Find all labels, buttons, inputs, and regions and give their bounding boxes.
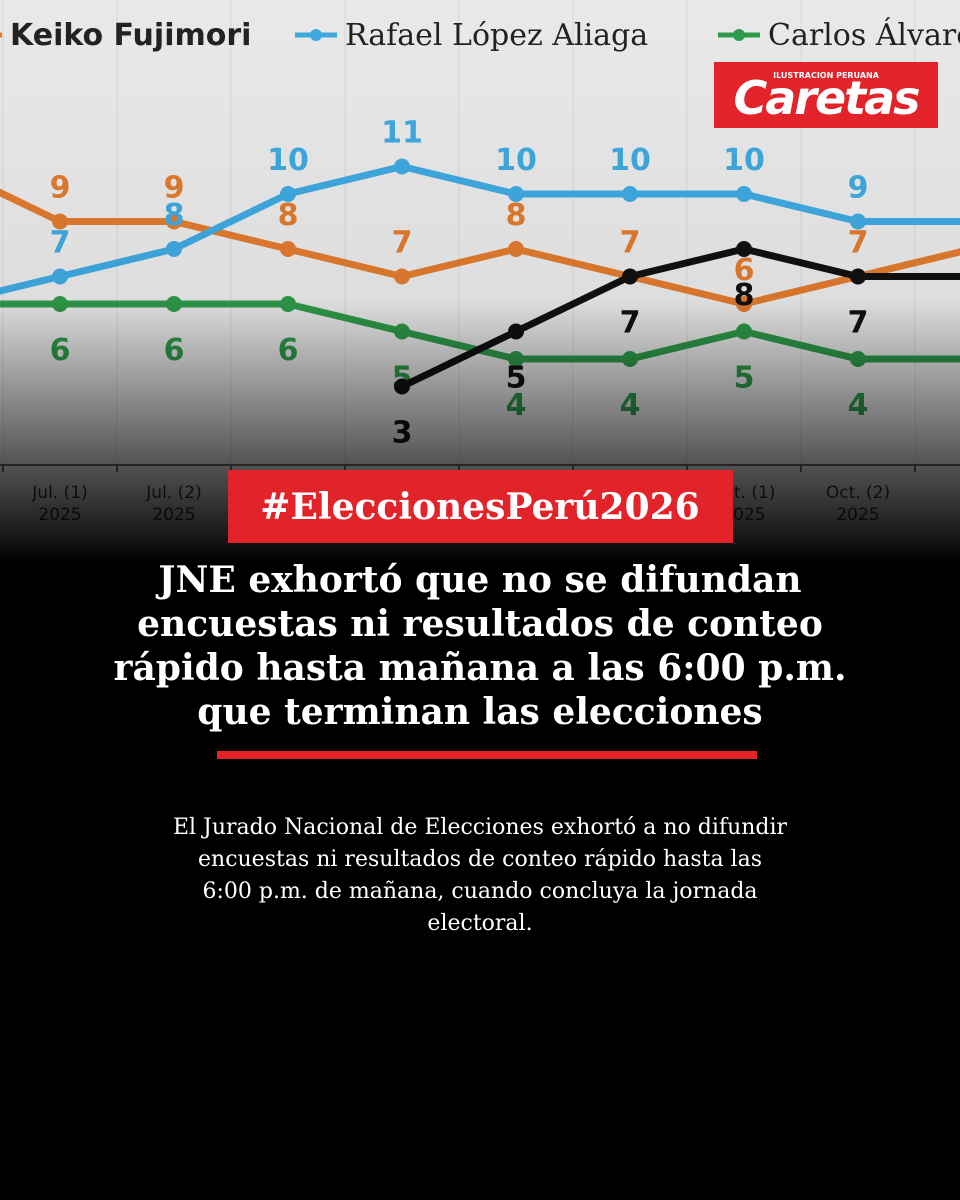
body-line: electoral. (427, 911, 532, 936)
body-line: encuestas ni resultados de conteo rápido… (198, 847, 762, 872)
logo: ILUSTRACION PERUANA Caretas (714, 62, 938, 128)
logo-box (714, 62, 938, 128)
body-line: El Jurado Nacional de Elecciones exhortó… (173, 815, 788, 840)
tag: #EleccionesPerú2026 (260, 486, 699, 528)
headline-line: que terminan las elecciones (197, 691, 762, 733)
headline-line: encuestas ni resultados de conteo (137, 603, 823, 645)
underline (217, 751, 757, 759)
body-text: El Jurado Nacional de Elecciones exhortó… (173, 815, 788, 936)
logo-tagline: ILUSTRACION PERUANA (773, 71, 880, 80)
headline-line: rápido hasta mañana a las 6:00 p.m. (113, 647, 846, 689)
headline: JNE exhortó que no se difundanencuestas … (113, 559, 846, 733)
body-line: 6:00 p.m. de mañana, cuando concluya la … (202, 879, 757, 904)
headline-line: JNE exhortó que no se difundan (155, 559, 801, 601)
tag-box (228, 470, 733, 543)
logo-name: Caretas (733, 71, 919, 125)
